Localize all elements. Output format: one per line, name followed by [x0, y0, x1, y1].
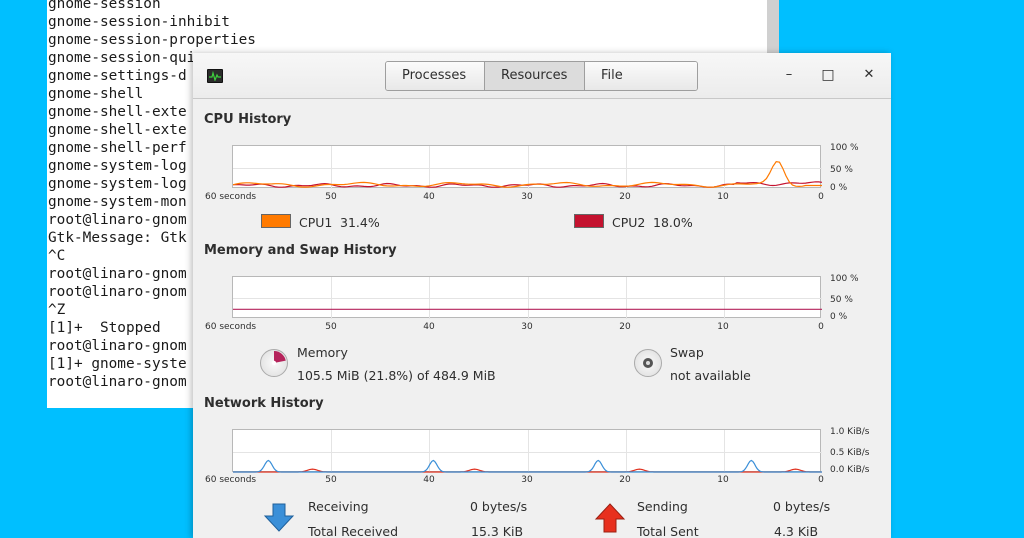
receiving-arrow-icon[interactable] — [263, 502, 295, 534]
tab-file-systems[interactable]: File Systems — [585, 62, 697, 90]
cpu2-value: 18.0% — [653, 215, 693, 230]
cpu1-color-swatch[interactable] — [261, 214, 291, 228]
cpu-x-label: 0 — [818, 192, 824, 202]
terminal-line: root@linaro-gnom — [48, 374, 187, 390]
minimize-button[interactable]: – — [785, 67, 793, 82]
terminal-line: ^Z — [48, 302, 66, 318]
network-x-label: 0 — [818, 475, 824, 485]
memory-value: 105.5 MiB (21.8%) of 484.9 MiB — [297, 368, 496, 383]
terminal-line: gnome-shell-exte — [48, 122, 187, 138]
network-x-label: 50 — [325, 475, 337, 485]
cpu1-label: CPU1 — [299, 215, 333, 230]
memory-y-label: 50 % — [830, 295, 853, 305]
memory-x-label: 60 seconds — [205, 322, 257, 332]
memory-x-label: 0 — [818, 322, 824, 332]
memory-pie-icon[interactable] — [260, 349, 288, 377]
tab-processes[interactable]: Processes — [386, 62, 485, 90]
cpu-x-label: 30 — [521, 192, 533, 202]
terminal-line: gnome-session-properties — [48, 32, 256, 48]
cpu2-color-swatch[interactable] — [574, 214, 604, 228]
swap-value: not available — [670, 368, 751, 383]
terminal-line: gnome-settings-d — [48, 68, 187, 84]
close-button[interactable]: ✕ — [863, 67, 875, 82]
receiving-label: Receiving — [308, 499, 369, 514]
network-x-label: 10 — [717, 475, 729, 485]
sending-label: Sending — [637, 499, 688, 514]
terminal-line: ^C — [48, 248, 66, 264]
terminal-line: [1]+ Stopped — [48, 320, 161, 336]
titlebar[interactable]: Processes Resources File Systems – □ ✕ — [193, 53, 891, 99]
total-sent-label: Total Sent — [637, 524, 699, 538]
cpu-x-label: 50 — [325, 192, 337, 202]
terminal-line: Gtk-Message: Gtk — [48, 230, 187, 246]
terminal-line: gnome-session — [48, 0, 161, 12]
terminal-line: gnome-shell-exte — [48, 104, 187, 120]
network-y-label: 0.0 KiB/s — [830, 465, 870, 475]
memory-graph-svg — [233, 277, 822, 319]
network-y-label: 1.0 KiB/s — [830, 427, 870, 437]
terminal-line: gnome-session-inhibit — [48, 14, 230, 30]
sending-arrow-icon[interactable] — [594, 502, 626, 534]
terminal-line: root@linaro-gnom — [48, 212, 187, 228]
terminal-line: gnome-system-mon — [48, 194, 187, 210]
cpu2-label: CPU2 — [612, 215, 646, 230]
cpu-history-title: CPU History — [204, 112, 292, 127]
receiving-value: 0 bytes/s — [470, 499, 528, 514]
network-y-label: 0.5 KiB/s — [830, 448, 870, 458]
terminal-line: root@linaro-gnom — [48, 284, 187, 300]
system-monitor-window[interactable]: Processes Resources File Systems – □ ✕ C… — [193, 53, 891, 538]
swap-label: Swap — [670, 345, 704, 360]
terminal-line: gnome-shell — [48, 86, 144, 102]
total-sent-value: 4.3 KiB — [774, 524, 819, 538]
cpu-graph-svg — [233, 146, 822, 189]
terminal-line: root@linaro-gnom — [48, 266, 187, 282]
memory-x-label: 40 — [423, 322, 435, 332]
cpu-x-label: 10 — [717, 192, 729, 202]
network-graph-svg — [233, 430, 822, 473]
terminal-line: root@linaro-gnom — [48, 338, 187, 354]
network-x-label: 30 — [521, 475, 533, 485]
cpu-x-label: 60 seconds — [205, 192, 257, 202]
cpu-x-label: 20 — [619, 192, 631, 202]
terminal-line: gnome-system-log — [48, 158, 187, 174]
network-x-label: 60 seconds — [205, 475, 257, 485]
network-history-title: Network History — [204, 396, 324, 411]
maximize-button[interactable]: □ — [821, 67, 835, 83]
cpu-y-label: 100 % — [830, 143, 859, 153]
terminal-line: [1]+ gnome-syste — [48, 356, 187, 372]
cpu1-value: 31.4% — [340, 215, 380, 230]
view-switcher: Processes Resources File Systems — [385, 61, 698, 91]
total-received-label: Total Received — [308, 524, 399, 538]
terminal-line: gnome-system-log — [48, 176, 187, 192]
memory-x-label: 10 — [717, 322, 729, 332]
total-received-value: 15.3 KiB — [471, 524, 524, 538]
system-monitor-icon — [207, 69, 223, 83]
cpu-y-label: 0 % — [830, 183, 848, 193]
terminal-line: gnome-session-qui — [48, 50, 196, 66]
cpu-y-label: 50 % — [830, 165, 853, 175]
tab-resources[interactable]: Resources — [485, 62, 585, 90]
cpu-graph — [232, 145, 822, 189]
terminal-scrollbar[interactable] — [767, 0, 779, 55]
cpu-x-label: 40 — [423, 192, 435, 202]
network-graph — [232, 429, 822, 473]
terminal-line: gnome-shell-perf — [48, 140, 187, 156]
network-x-label: 40 — [423, 475, 435, 485]
memory-graph — [232, 276, 822, 319]
sending-value: 0 bytes/s — [773, 499, 831, 514]
memory-pie-slice — [274, 351, 286, 363]
network-receive-line — [233, 459, 822, 473]
swap-pie-icon[interactable] — [634, 349, 662, 377]
memory-x-label: 50 — [325, 322, 337, 332]
memory-x-label: 20 — [619, 322, 631, 332]
memory-label: Memory — [297, 345, 348, 360]
memory-history-title: Memory and Swap History — [204, 243, 397, 258]
memory-y-label: 0 % — [830, 312, 848, 322]
network-x-label: 20 — [619, 475, 631, 485]
memory-x-label: 30 — [521, 322, 533, 332]
memory-y-label: 100 % — [830, 274, 859, 284]
cpu1-series-line — [233, 160, 822, 188]
